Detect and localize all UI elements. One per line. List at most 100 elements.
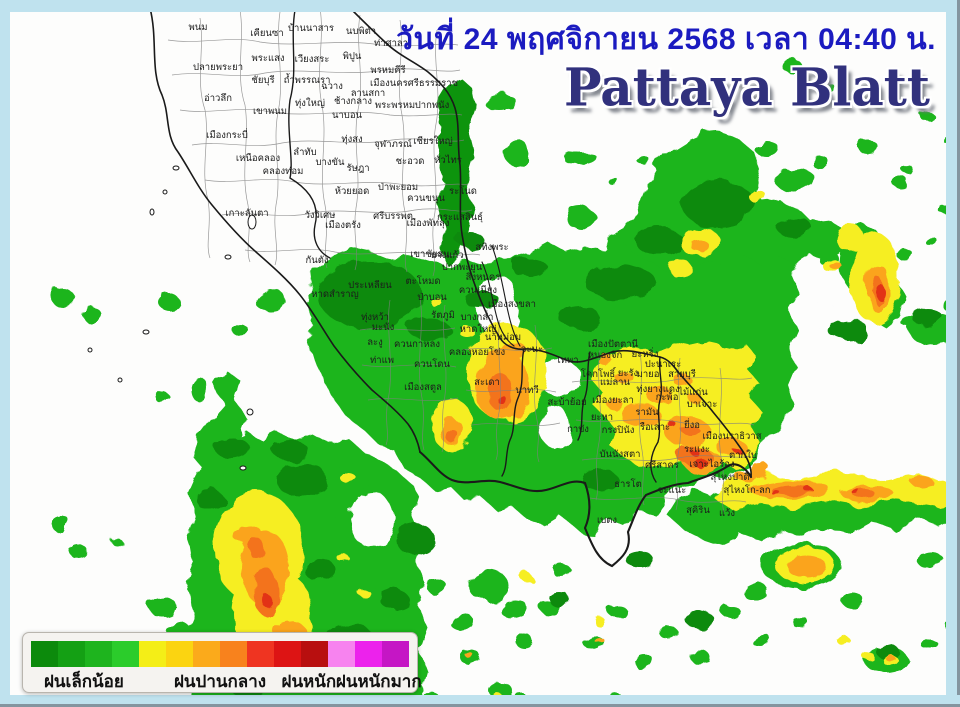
rain-cell <box>722 605 740 619</box>
rain-intensity-legend: ฝนเล็กน้อย ฝนปานกลาง ฝนหนัก ฝนหนักมาก <box>22 632 422 693</box>
rain-cell <box>254 289 286 311</box>
rain-cell <box>554 565 572 579</box>
rain-cell <box>232 324 248 336</box>
district-label: สิงหนคร <box>465 272 500 283</box>
rain-cell <box>272 440 308 460</box>
rain-cell <box>191 378 209 402</box>
district-label: โคกโพธิ์ <box>581 366 617 380</box>
district-label: บันนังสตา <box>600 449 641 460</box>
district-label: ชัยบุรี <box>251 74 274 86</box>
rain-cell <box>502 343 528 361</box>
district-label: รามัน <box>635 407 659 418</box>
rain-cell <box>450 613 474 631</box>
district-label: เมืองกระบี่ <box>206 128 248 141</box>
district-label: ปากพนัง <box>415 100 450 111</box>
rain-cell <box>515 634 533 648</box>
district-label: เทพา <box>557 355 578 366</box>
rain-cell <box>339 556 351 564</box>
district-label: ยะหา <box>591 412 613 423</box>
district-label: ระโนด <box>449 185 477 197</box>
rain-cell <box>773 491 781 497</box>
rain-cell <box>560 306 600 330</box>
rain-cell <box>436 78 477 266</box>
district-label: บางแก้ว <box>430 250 463 261</box>
district-label: ไม้แก่น <box>677 386 708 398</box>
rain-cell <box>549 593 571 607</box>
rain-cell <box>694 457 706 467</box>
district-label: กรงปินัง <box>602 425 635 436</box>
rain-cell <box>484 93 516 111</box>
rain-cell <box>733 447 741 453</box>
district-label: เมืองสงขลา <box>488 299 536 310</box>
district-label: เกาะลันตา <box>225 208 268 219</box>
district-label: สุไหงโก-ลก <box>723 484 770 496</box>
rain-cell <box>754 140 778 156</box>
rain-cell <box>608 604 626 618</box>
rain-cell <box>304 559 336 581</box>
rain-cell <box>215 437 249 459</box>
rain-cell <box>607 176 617 184</box>
rain-cell <box>488 682 512 698</box>
rain-holes <box>245 273 838 548</box>
date-time-header: วันที่ 24 พฤศจิกายน 2568 เวลา 04:40 น. <box>396 23 936 56</box>
rain-cell <box>841 592 863 608</box>
rain-cell <box>876 645 900 659</box>
district-label: กันตัง <box>305 255 328 266</box>
rain-cell <box>605 396 621 408</box>
rain-cell <box>318 261 422 329</box>
legend-color-step <box>382 641 409 667</box>
rain-cell <box>410 318 450 342</box>
district-label: สายบุรี <box>668 368 696 380</box>
rain-cell <box>690 650 710 664</box>
district-label: เหนือคลอง <box>236 153 280 164</box>
rain-cell <box>749 463 771 477</box>
district-label: บางกล่ำ <box>461 310 494 323</box>
district-label: ควนขนุน <box>407 193 445 204</box>
district-label: พรหมคีรี <box>370 64 405 76</box>
district-label: รือเสาะ <box>639 422 670 433</box>
legend-color-step <box>274 641 301 667</box>
district-label: เจาะไอร้อง <box>689 458 734 470</box>
rain-cell <box>830 262 842 270</box>
rain-cell <box>566 207 596 229</box>
rain-cell <box>792 616 808 628</box>
district-label: เมืองยะลา <box>592 395 634 406</box>
district-label: หาดสำราญ <box>311 289 358 300</box>
district-label: ยะหริ่ง <box>632 347 659 360</box>
district-label: สุคิริน <box>686 505 710 516</box>
legend-color-step <box>166 641 193 667</box>
legend-color-step <box>112 641 139 667</box>
rain-cell <box>254 568 278 616</box>
rain-cell <box>626 552 654 568</box>
frame-border-top <box>0 0 960 12</box>
district-label: ศรีสาคร <box>645 459 679 471</box>
district-label: จุฬาภรณ์ <box>374 138 412 150</box>
district-label: เมืองปัตตานี <box>588 338 639 350</box>
district-label: รัษฎา <box>346 163 369 174</box>
district-label: มะนัง <box>372 322 395 333</box>
district-label: ประเหลียน <box>348 279 392 291</box>
rain-cell <box>911 476 933 488</box>
district-label: ควนโดน <box>414 358 450 370</box>
rain-cell <box>51 289 75 307</box>
district-label: นาทวี <box>515 384 538 396</box>
rain-cell <box>357 588 369 596</box>
district-label: ตะโหมด <box>405 275 440 287</box>
district-label: ถ้ำพรรณรา <box>284 73 331 86</box>
rain-cell <box>743 583 769 601</box>
district-label: จะนะ <box>521 344 543 355</box>
district-label: ท่าแพ <box>370 355 394 366</box>
rain-cell <box>917 551 943 569</box>
rain-cell <box>582 469 618 491</box>
rain-cell <box>875 284 885 300</box>
rain-cell <box>156 392 170 404</box>
rain-cell <box>563 151 597 165</box>
rain-cell <box>819 84 837 96</box>
district-label: แว้ง <box>719 508 735 519</box>
rain-cell <box>673 374 691 386</box>
district-label: หาดใหญ่ <box>460 323 497 335</box>
district-label: เขาพนม <box>253 106 287 117</box>
district-label: คลองหอยโข่ง <box>449 346 505 358</box>
legend-labels: ฝนเล็กน้อย ฝนปานกลาง ฝนหนัก ฝนหนักมาก <box>31 668 422 691</box>
